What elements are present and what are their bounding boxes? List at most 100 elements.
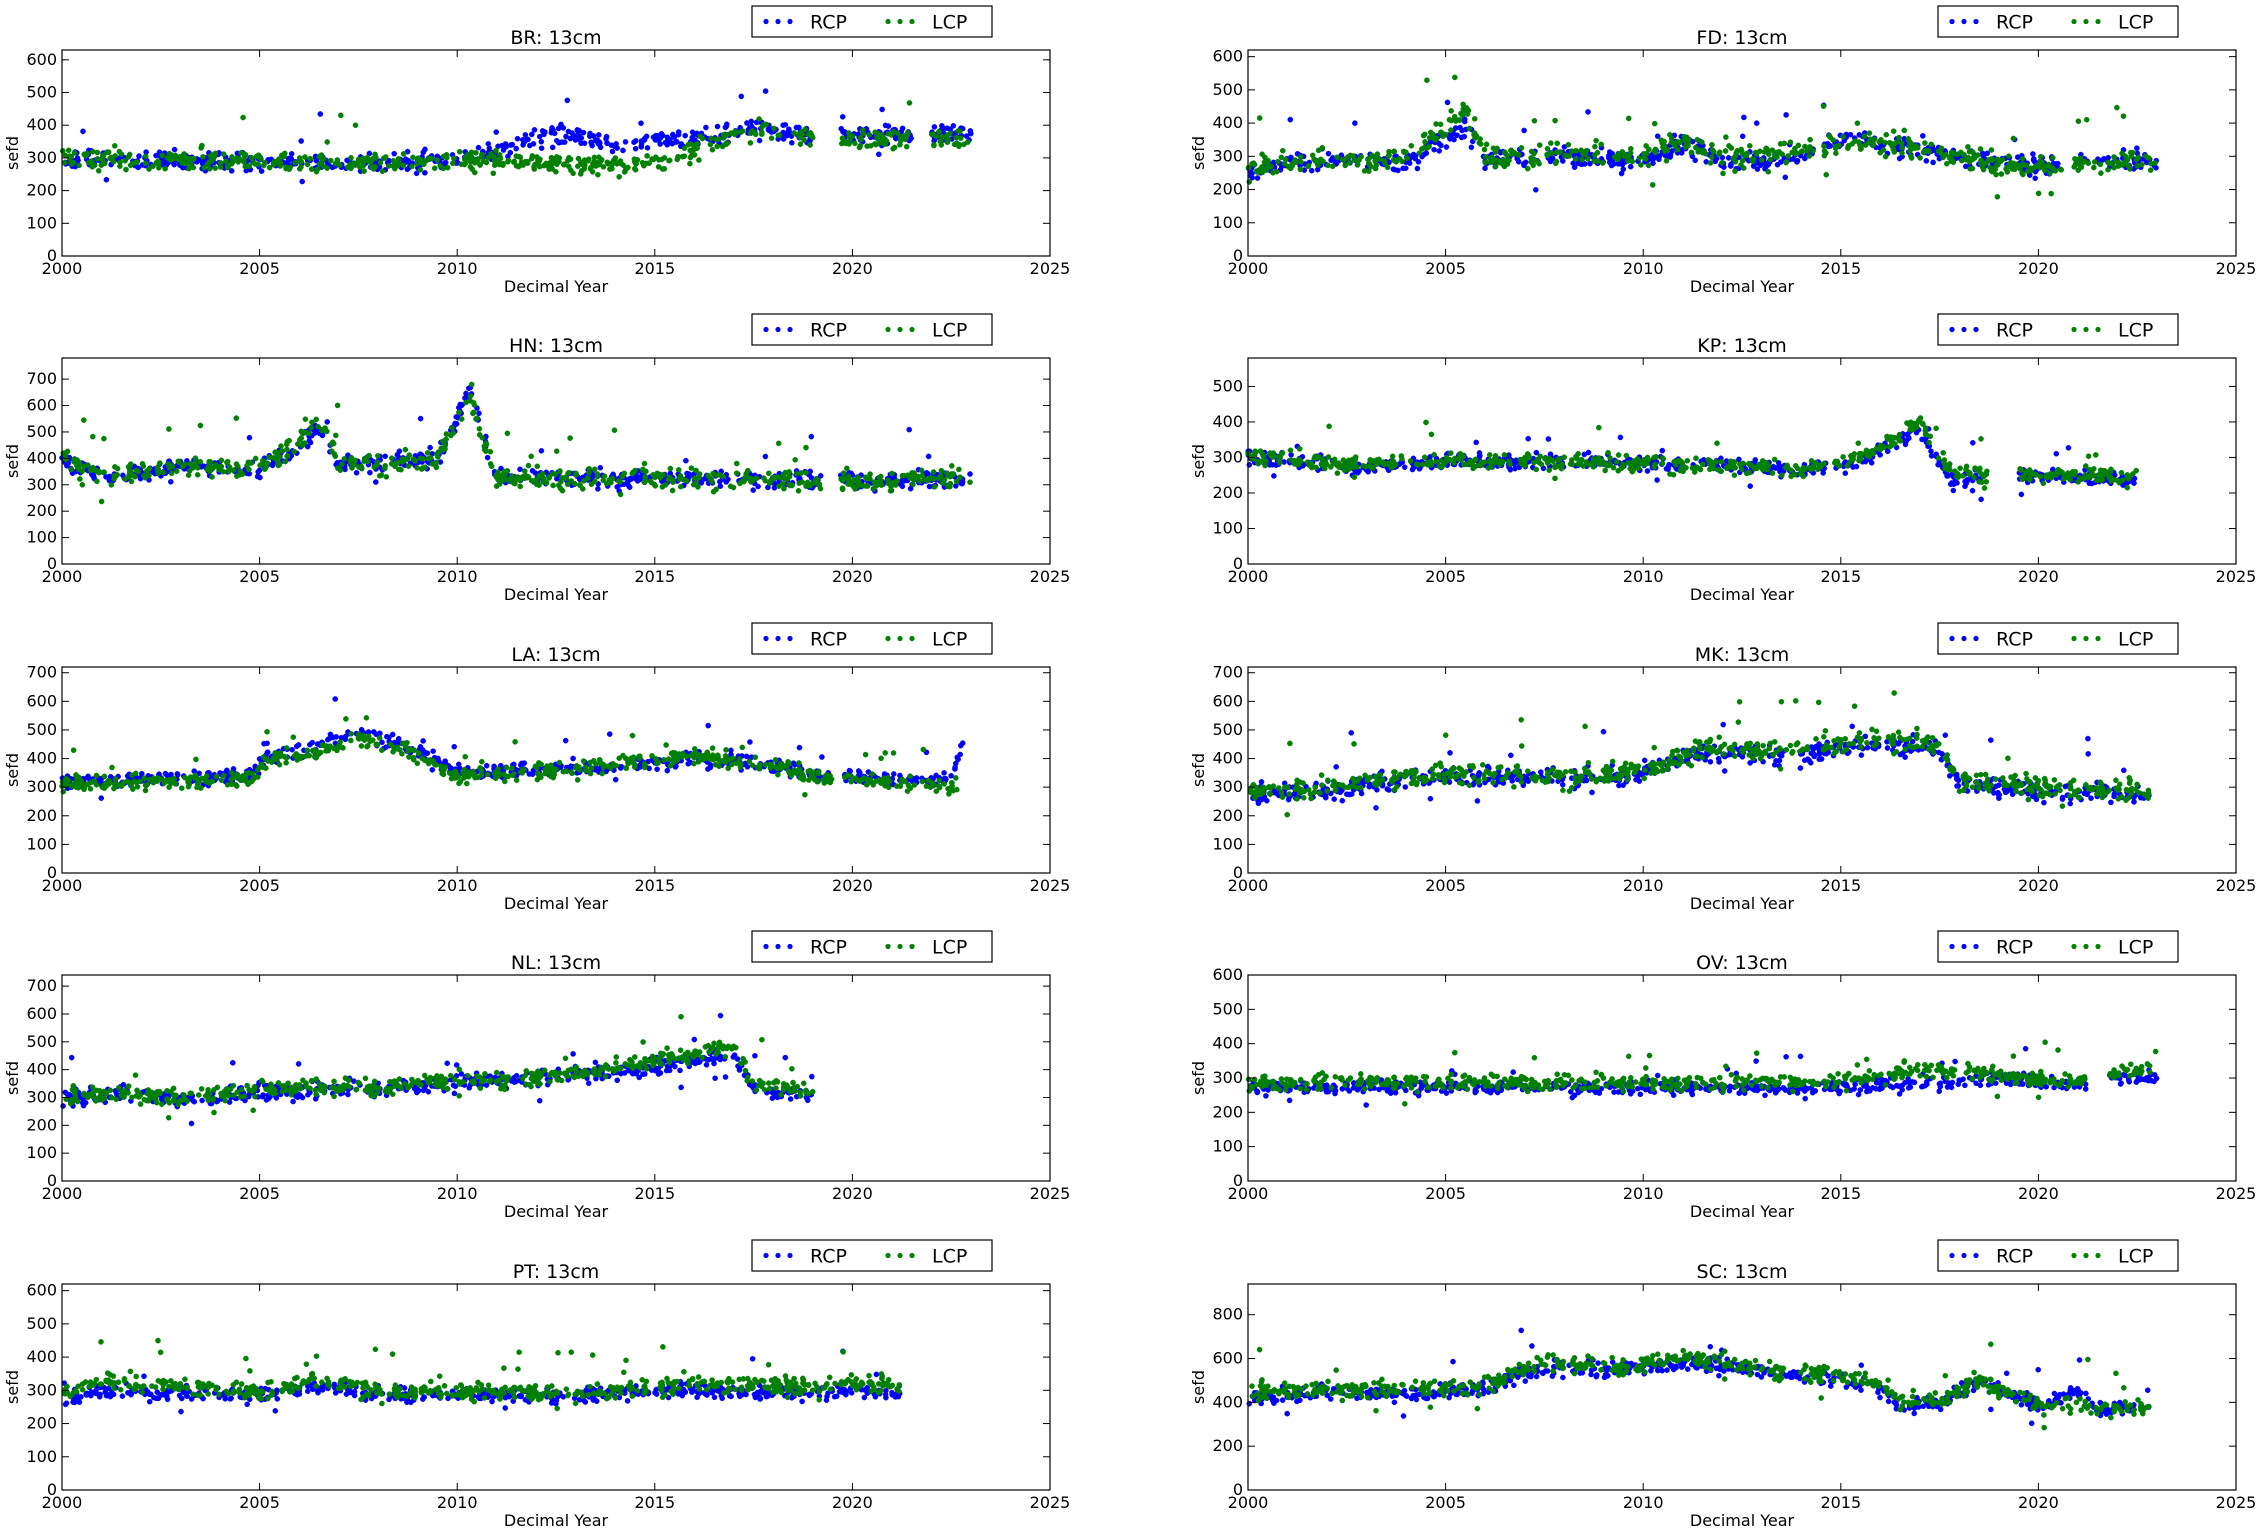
data-point-lcp — [2135, 154, 2141, 161]
data-point-lcp — [1337, 463, 1344, 470]
data-point-rcp — [717, 478, 723, 485]
data-point-lcp — [591, 466, 598, 473]
data-point-lcp — [1531, 150, 1537, 157]
data-point-lcp — [592, 478, 598, 485]
legend-label-rcp: RCP — [1996, 320, 2033, 342]
data-point-lcp — [1407, 458, 1414, 464]
data-point-lcp — [133, 467, 140, 474]
data-point-lcp — [1970, 149, 1976, 156]
data-point-lcp — [186, 467, 193, 474]
data-point-lcp — [655, 164, 662, 170]
data-point-lcp — [699, 135, 706, 142]
data-point-lcp — [940, 480, 947, 486]
data-point-lcp — [2085, 453, 2092, 460]
data-point-lcp — [1298, 158, 1304, 165]
data-point-lcp — [839, 477, 846, 484]
data-point-lcp — [707, 141, 714, 148]
data-point-lcp — [1899, 150, 1905, 156]
data-point-lcp — [1953, 473, 1960, 480]
data-point-lcp — [1578, 456, 1585, 463]
data-point-lcp — [568, 478, 575, 484]
data-point-lcp — [1779, 472, 1785, 479]
data-point-lcp — [598, 156, 605, 163]
data-point-lcp — [741, 478, 747, 484]
data-point-lcp — [224, 164, 231, 171]
data-point-lcp — [1694, 136, 1701, 143]
chart1-legend: RCP LCP — [1937, 5, 2179, 38]
data-point-lcp — [548, 161, 555, 168]
data-point-lcp — [1606, 462, 1612, 469]
data-point-lcp — [146, 465, 153, 472]
data-point-lcp — [1537, 453, 1543, 460]
data-point-rcp — [353, 469, 360, 476]
data-point-lcp — [552, 471, 559, 478]
data-point-lcp — [81, 417, 87, 423]
data-point-lcp — [324, 139, 331, 145]
data-point-lcp — [1738, 146, 1744, 153]
y-tick-label: 500 — [1212, 376, 1243, 395]
data-point-lcp — [1329, 163, 1336, 170]
data-point-lcp — [199, 142, 205, 149]
data-point-lcp — [487, 448, 494, 455]
data-point-lcp — [656, 157, 662, 163]
data-point-lcp — [364, 154, 371, 161]
data-point-lcp — [675, 153, 681, 160]
data-point-lcp — [2028, 165, 2034, 171]
data-point-rcp — [1659, 447, 1666, 454]
data-point-lcp — [1358, 154, 1364, 160]
data-point-lcp — [1707, 160, 1714, 166]
data-point-lcp — [1832, 458, 1839, 465]
data-point-lcp — [398, 466, 404, 473]
chart3-ylabel: sefd — [1189, 444, 1208, 478]
data-point-lcp — [1732, 168, 1738, 174]
data-point-lcp — [641, 460, 648, 467]
data-point-lcp — [1422, 131, 1428, 138]
data-point-lcp — [330, 440, 337, 447]
data-point-lcp — [579, 161, 586, 168]
data-point-lcp — [1448, 108, 1454, 114]
data-point-lcp — [1423, 419, 1429, 426]
data-point-rcp — [611, 143, 618, 149]
data-point-rcp — [664, 134, 671, 141]
data-point-rcp — [2134, 145, 2140, 151]
data-point-lcp — [371, 464, 378, 470]
data-point-lcp — [324, 165, 330, 171]
data-point-lcp — [1627, 149, 1634, 156]
chart2-points — [59, 381, 973, 505]
data-point-lcp — [1746, 460, 1752, 467]
data-point-rcp — [1904, 431, 1911, 438]
data-point-lcp — [1988, 147, 1995, 153]
data-point-lcp — [691, 152, 698, 158]
data-point-rcp — [623, 480, 630, 487]
data-point-lcp — [2057, 166, 2064, 173]
data-point-lcp — [936, 128, 942, 135]
data-point-lcp — [1424, 77, 1430, 83]
data-point-lcp — [1691, 469, 1698, 475]
data-point-rcp — [2032, 175, 2038, 182]
data-point-lcp — [1321, 462, 1328, 469]
data-point-lcp — [334, 465, 341, 472]
data-point-lcp — [528, 453, 535, 460]
legend-label-rcp: RCP — [1996, 12, 2033, 34]
data-point-lcp — [2053, 472, 2059, 478]
data-point-lcp — [1906, 143, 1913, 149]
data-point-lcp — [1345, 457, 1352, 464]
data-point-lcp — [1386, 152, 1392, 159]
data-point-lcp — [93, 467, 99, 474]
x-tick-label: 2010 — [1623, 567, 1664, 586]
data-point-lcp — [491, 162, 498, 168]
data-point-lcp — [956, 466, 962, 473]
data-point-lcp — [1262, 462, 1268, 469]
x-tick-label: 2015 — [634, 567, 675, 586]
data-point-lcp — [2004, 169, 2011, 175]
data-point-lcp — [1525, 452, 1532, 459]
data-point-lcp — [1326, 423, 1332, 430]
data-point-lcp — [456, 148, 463, 155]
data-point-lcp — [616, 173, 623, 180]
data-point-rcp — [458, 402, 465, 409]
data-point-lcp — [1548, 140, 1554, 146]
data-point-rcp — [299, 178, 306, 185]
legend-marker-lcp — [885, 326, 891, 333]
data-point-rcp — [413, 170, 420, 177]
